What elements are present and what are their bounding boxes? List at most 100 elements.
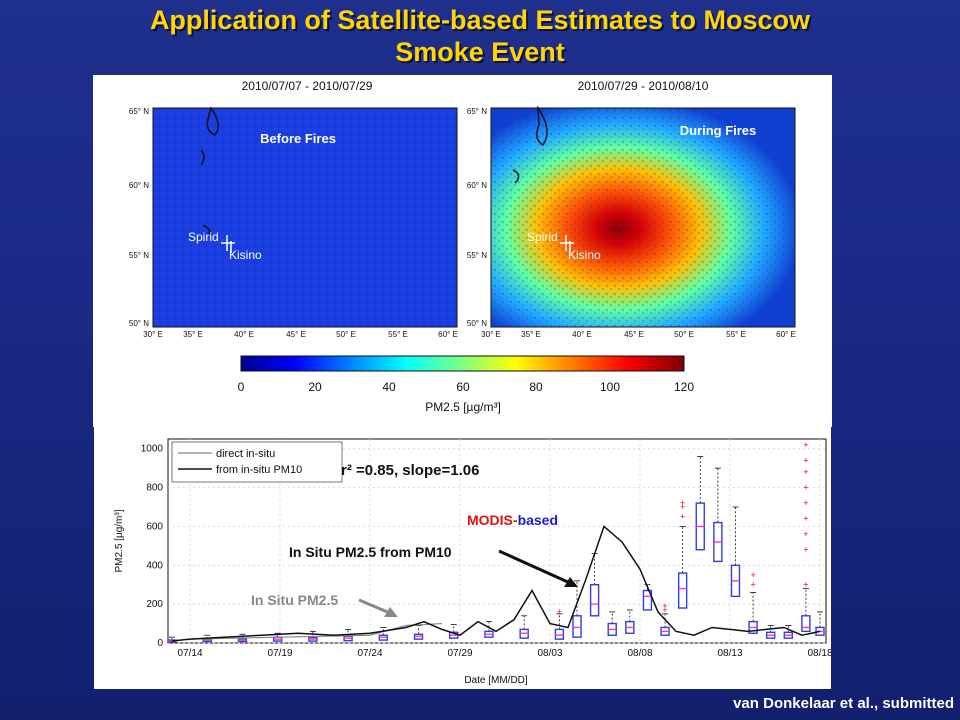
grid [168,439,826,644]
left-map-coast [200,106,219,236]
y-tick-label: 0 [157,638,163,649]
colorbar-tick: 20 [308,380,322,394]
lat-tick: 50° N [467,319,487,328]
lon-tick: 55° E [726,330,746,339]
right-site-spirid: Spirid [527,230,558,244]
outlier-point: + [803,467,808,477]
outlier-point: + [662,601,667,611]
lon-tick: 45° E [624,330,644,339]
title-line-2: Smoke Event [395,37,565,67]
left-lon-ticks: 30° E 35° E 40° E 45° E 50° E 55° E 60° … [143,330,458,339]
lat-tick: 50° N [129,319,149,328]
insitu-arrowhead [384,607,398,617]
insitu-pm10-arrow [498,549,571,585]
lon-tick: 45° E [286,330,306,339]
lon-tick: 60° E [438,330,458,339]
right-site-kisino: Kisino [568,248,601,262]
y-axis-label: PM2.5 [µg/m³] [114,509,125,572]
colorbar-tick: 0 [238,380,245,394]
insitu-arrow [358,598,391,615]
lon-tick: 40° E [572,330,592,339]
x-tick-label: 08/18 [807,648,831,659]
outlier-point: + [662,605,667,615]
lon-tick: 30° E [143,330,163,339]
series-from-pm10 [171,525,821,642]
legend-label-direct: direct in-situ [216,448,275,460]
x-tick-label: 07/19 [267,648,292,659]
y-tick-label: 800 [146,483,163,494]
stats-annotation: r² =0.85, slope=1.06 [341,462,479,479]
box [554,628,565,640]
outlier-point: + [750,570,755,580]
lat-tick: 65° N [467,107,487,116]
outlier-point: + [803,529,808,539]
outlier-point: + [680,502,685,512]
outlier-point: + [803,498,808,508]
colorbar-tick: 40 [382,380,396,394]
lat-tick: 55° N [467,251,487,260]
outlier-point: + [803,514,808,524]
x-ticks: 07/14 07/19 07/24 07/29 08/03 08/08 08/13 08/18 [177,648,832,659]
modis-annotation-blue: based [518,512,558,528]
box [677,572,688,609]
x-tick-label: 08/13 [717,648,742,659]
lon-tick: 50° E [336,330,356,339]
colorbar-tick: 100 [600,380,620,394]
left-map-label: Before Fires [260,131,336,146]
lon-tick: 60° E [776,330,796,339]
x-tick-label: 07/24 [357,648,382,659]
y-tick-label: 200 [146,599,163,610]
citation: van Donkelaar et al., submitted [733,695,954,712]
lat-tick: 65° N [129,107,149,116]
lat-tick: 55° N [129,251,149,260]
left-map-frame [152,107,458,328]
right-map-coast [512,105,548,184]
colorbar-ticks: 0 20 40 60 80 100 120 [238,380,695,394]
outlier-point: + [803,580,808,590]
outlier-point: + [803,483,808,493]
right-map-frame [490,107,796,328]
outlier-point: + [803,455,808,465]
lon-tick: 40° E [234,330,254,339]
box [801,615,811,633]
x-tick-label: 07/14 [177,648,202,659]
colorbar-tick: 60 [456,380,470,394]
series-lines [171,525,821,642]
right-map-label: During Fires [680,123,757,138]
y-ticks: 0 200 400 600 800 1000 [141,444,164,649]
lon-tick: 50° E [674,330,694,339]
box-plots: + ++++++++++++++++ [167,440,825,643]
insitu-annotation: In Situ PM2.5 [251,592,338,608]
left-site-kisino: Kisino [229,248,262,262]
left-site-spirid: Spirid [188,230,219,244]
series-direct-insitu [189,622,443,640]
map-figure: 2010/07/07 - 2010/07/29 Before Fires Spi… [129,79,796,414]
title-line-1: Application of Satellite-based Estimates… [149,5,811,35]
colorbar-label: PM2.5 [µg/m³] [425,400,501,414]
legend-label-pm10: from in-situ PM10 [216,464,302,476]
lon-tick: 55° E [388,330,408,339]
x-axis-label: Date [MM/DD] [464,675,528,686]
box [589,584,600,617]
right-lat-ticks: 65° N 60° N 55° N 50° N [467,107,487,328]
outlier-point: + [803,545,808,555]
colorbar [240,355,685,372]
outlier-point: + [750,580,755,590]
timeseries-panel: 0 200 400 600 800 1000 07/14 07/19 07/24 07/29 08… [94,427,833,689]
outlier-point: + [557,607,562,617]
timeseries-chart: 0 200 400 600 800 1000 07/14 07/19 07/24 07/29 08… [114,438,833,686]
lon-tick: 35° E [521,330,541,339]
right-site-marker [560,235,574,253]
colorbar-tick: 120 [674,380,694,394]
lon-tick: 35° E [183,330,203,339]
lat-tick: 60° N [467,181,487,190]
modis-annotation-red: MODIS- [467,512,518,528]
right-map-date: 2010/07/29 - 2010/08/10 [578,79,709,93]
y-tick-label: 600 [146,521,163,532]
left-lat-ticks: 65° N 60° N 55° N 50° N [129,107,149,328]
x-tick-label: 07/29 [447,648,472,659]
modis-annotation: MODIS-based [467,512,558,528]
left-site-marker [221,235,235,253]
left-map-date: 2010/07/07 - 2010/07/29 [242,79,373,93]
outlier-point: + [680,512,685,522]
